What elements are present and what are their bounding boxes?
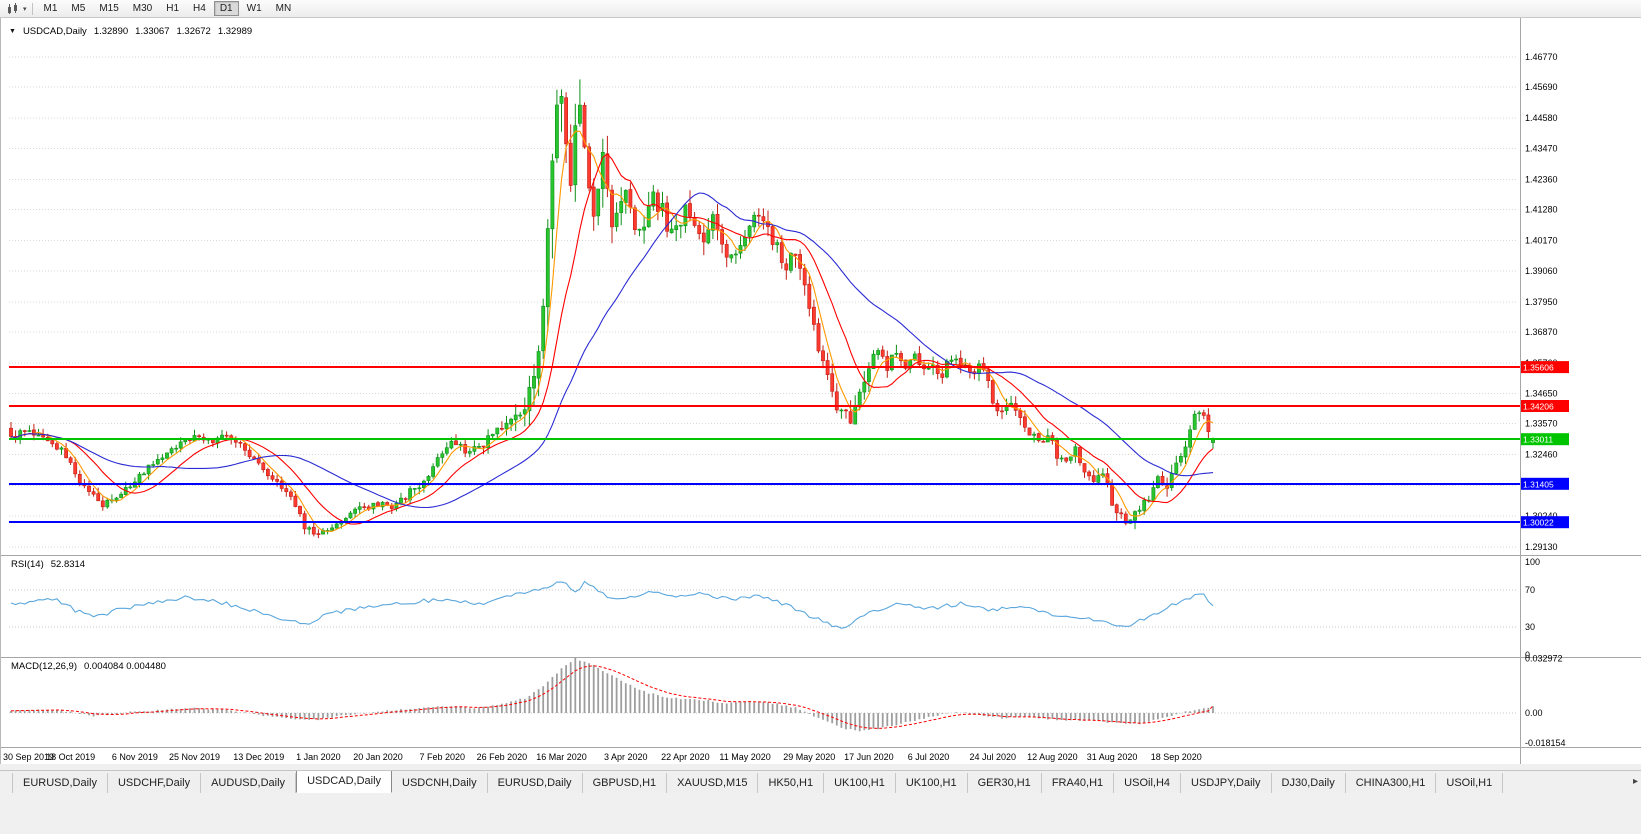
rsi-panel: 100 70 30 0: [9, 557, 1540, 660]
svg-text:1.46770: 1.46770: [1525, 52, 1558, 62]
svg-text:1.30240: 1.30240: [1525, 511, 1558, 521]
horizontal-level-lines[interactable]: [9, 366, 1520, 524]
ma-slow-blue-line: [10, 192, 1214, 509]
chart-tab-gbpusd-h1[interactable]: GBPUSD,H1: [582, 773, 668, 793]
chart-tabbar: EURUSD,Daily USDCHF,Daily AUDUSD,Daily USDC…: [0, 770, 1641, 793]
svg-text:1.41280: 1.41280: [1525, 205, 1558, 215]
chart-tab-usdchf-daily[interactable]: USDCHF,Daily: [107, 773, 202, 793]
chart-tab-usdcad-daily[interactable]: USDCAD,Daily: [296, 771, 393, 793]
svg-text:100: 100: [1525, 557, 1540, 567]
svg-text:24 Jul 2020: 24 Jul 2020: [970, 752, 1017, 762]
svg-text:-0.018154: -0.018154: [1525, 738, 1566, 748]
timeframe-button-mn[interactable]: MN: [270, 1, 298, 16]
svg-text:30: 30: [1525, 622, 1535, 632]
svg-text:16 Mar 2020: 16 Mar 2020: [536, 752, 587, 762]
svg-text:12 Aug 2020: 12 Aug 2020: [1027, 752, 1078, 762]
timeframe-button-m15[interactable]: M15: [93, 1, 124, 16]
svg-text:1.36870: 1.36870: [1525, 327, 1558, 337]
svg-text:18 Sep 2020: 18 Sep 2020: [1151, 752, 1202, 762]
chart-window: 1.46770 1.45690 1.44580 1.43470 1.42360 1.412…: [0, 18, 1641, 764]
toolbar-separator: [31, 2, 33, 15]
timeframe-button-h4[interactable]: H4: [187, 1, 212, 16]
svg-text:29 May 2020: 29 May 2020: [783, 752, 835, 762]
tab-scroll-right-icon[interactable]: ▸: [1632, 776, 1638, 787]
svg-text:30 Sep 2019: 30 Sep 2019: [3, 752, 54, 762]
timeframe-toolbar: ▾ M1 M5 M15 M30 H1 H4 D1 W1 MN: [0, 0, 1641, 18]
ma-mid-red-line: [10, 153, 1214, 525]
svg-text:0.032972: 0.032972: [1525, 653, 1563, 663]
timeframe-button-h1[interactable]: H1: [160, 1, 185, 16]
chart-tab-usdjpy-daily[interactable]: USDJPY,Daily: [1181, 773, 1272, 793]
svg-text:1.31405: 1.31405: [1523, 479, 1554, 489]
price-chart-canvas[interactable]: 1.46770 1.45690 1.44580 1.43470 1.42360 1.412…: [1, 18, 1641, 764]
svg-text:18 Oct 2019: 18 Oct 2019: [46, 752, 95, 762]
svg-text:1.32460: 1.32460: [1525, 450, 1558, 460]
svg-text:1.45690: 1.45690: [1525, 82, 1558, 92]
svg-text:1 Jan 2020: 1 Jan 2020: [296, 752, 341, 762]
svg-text:1.33011: 1.33011: [1523, 435, 1553, 445]
svg-text:1.44580: 1.44580: [1525, 113, 1558, 123]
level-price-tags: 1.35606 1.34206 1.33011 1.31405 1.30022: [1521, 361, 1569, 529]
svg-text:22 Apr 2020: 22 Apr 2020: [661, 752, 710, 762]
svg-text:0: 0: [1525, 650, 1530, 660]
chart-tab-fra40-h1[interactable]: FRA40,H1: [1041, 773, 1115, 793]
svg-text:1.33570: 1.33570: [1525, 419, 1558, 429]
chart-tab-audusd-daily[interactable]: AUDUSD,Daily: [201, 773, 297, 793]
macd-signal-line: [10, 665, 1214, 729]
chart-tab-uk100-h1[interactable]: UK100,H1: [824, 773, 896, 793]
panel-separators: [1, 18, 1641, 764]
chart-tab-ger30-h1[interactable]: GER30,H1: [967, 773, 1042, 793]
svg-text:1.34206: 1.34206: [1523, 402, 1554, 412]
timeframe-button-m1[interactable]: M1: [38, 1, 64, 16]
svg-text:1.34650: 1.34650: [1525, 389, 1558, 399]
svg-text:1.40170: 1.40170: [1525, 235, 1558, 245]
svg-text:11 May 2020: 11 May 2020: [719, 752, 770, 762]
chart-tab-eurusd-daily[interactable]: EURUSD,Daily: [12, 773, 108, 793]
chart-tab-usoil-h4[interactable]: USOil,H4: [1114, 773, 1182, 793]
chart-tab-usdcnh-daily[interactable]: USDCNH,Daily: [392, 773, 488, 793]
chart-periods-icon[interactable]: [6, 2, 20, 15]
svg-text:1.30022: 1.30022: [1523, 518, 1554, 528]
svg-text:7 Feb 2020: 7 Feb 2020: [419, 752, 465, 762]
chart-tab-usoil-h1[interactable]: USOil,H1: [1436, 773, 1504, 793]
svg-text:1.35606: 1.35606: [1523, 363, 1554, 373]
svg-text:1.29130: 1.29130: [1525, 542, 1558, 552]
chart-tab-xauusd-m15[interactable]: XAUUSD,M15: [667, 773, 759, 793]
svg-text:1.39060: 1.39060: [1525, 266, 1558, 276]
chart-tab-dj30-daily[interactable]: DJ30,Daily: [1271, 773, 1346, 793]
chart-tab-china300-h1[interactable]: CHINA300,H1: [1345, 773, 1437, 793]
timeframe-button-d1[interactable]: D1: [213, 1, 239, 16]
svg-text:0.00: 0.00: [1525, 708, 1543, 718]
candlesticks: [9, 79, 1215, 539]
svg-text:70: 70: [1525, 585, 1535, 595]
svg-text:6 Jul 2020: 6 Jul 2020: [908, 752, 950, 762]
chart-tab-eurusd-daily[interactable]: EURUSD,Daily: [487, 773, 583, 793]
svg-text:6 Nov 2019: 6 Nov 2019: [112, 752, 158, 762]
svg-text:13 Dec 2019: 13 Dec 2019: [233, 752, 284, 762]
svg-text:31 Aug 2020: 31 Aug 2020: [1087, 752, 1138, 762]
svg-text:20 Jan 2020: 20 Jan 2020: [353, 752, 403, 762]
timeframe-button-m5[interactable]: M5: [65, 1, 91, 16]
svg-text:1.42360: 1.42360: [1525, 175, 1558, 185]
chart-tab-hk50-h1[interactable]: HK50,H1: [758, 773, 825, 793]
svg-text:17 Jun 2020: 17 Jun 2020: [844, 752, 894, 762]
timeframe-button-w1[interactable]: W1: [241, 1, 268, 16]
macd-panel: 0.032972 0.00 -0.018154: [9, 653, 1566, 748]
svg-text:3 Apr 2020: 3 Apr 2020: [604, 752, 648, 762]
chart-tab-uk100-h1[interactable]: UK100,H1: [895, 773, 968, 793]
svg-text:1.43470: 1.43470: [1525, 144, 1558, 154]
svg-text:25 Nov 2019: 25 Nov 2019: [169, 752, 220, 762]
timeframe-buttons: M1 M5 M15 M30 H1 H4 D1 W1 MN: [38, 1, 298, 16]
dropdown-caret-icon[interactable]: ▾: [23, 5, 27, 13]
chart-background: [1, 18, 1641, 764]
rsi-line: [10, 580, 1214, 629]
svg-text:26 Feb 2020: 26 Feb 2020: [477, 752, 528, 762]
timeframe-button-m30[interactable]: M30: [127, 1, 158, 16]
svg-text:1.37950: 1.37950: [1525, 297, 1558, 307]
